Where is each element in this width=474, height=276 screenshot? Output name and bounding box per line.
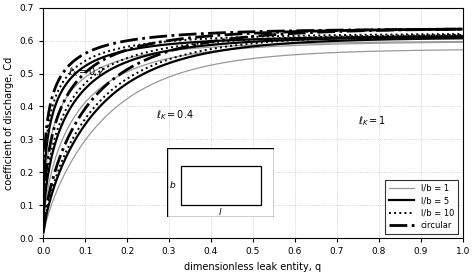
Legend: l/b = 1, l/b = 5, l/b = 10, circular: l/b = 1, l/b = 5, l/b = 10, circular [385,180,458,234]
Text: $\ell_K = 0.4$: $\ell_K = 0.4$ [156,108,194,122]
Text: $\ell_K = 1$: $\ell_K = 1$ [358,115,386,128]
Y-axis label: coefficient of discharge, Cd: coefficient of discharge, Cd [4,56,14,190]
Text: $\ell_K = 0.2$: $\ell_K = 0.2$ [68,65,105,79]
X-axis label: dimensionless leak entity, q: dimensionless leak entity, q [184,262,321,272]
